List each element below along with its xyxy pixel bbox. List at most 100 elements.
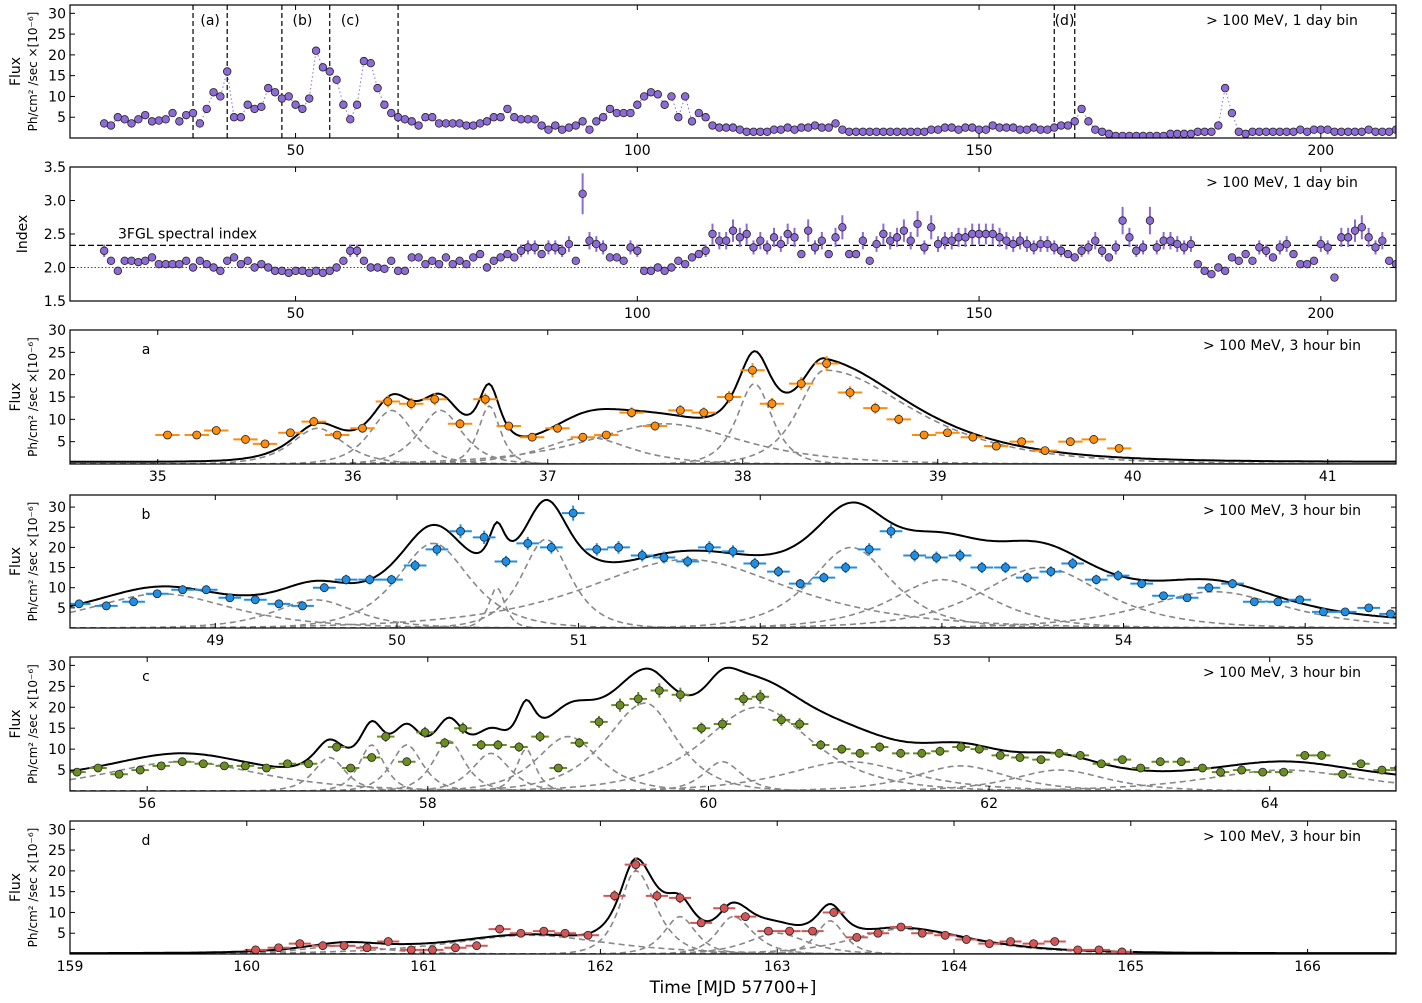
data-point — [1056, 246, 1066, 255]
data-point — [984, 939, 994, 949]
data-point — [262, 763, 271, 773]
data-point — [503, 104, 512, 114]
data-point — [1186, 129, 1196, 138]
x-tick-label: 159 — [57, 959, 84, 975]
flare-component — [70, 409, 1396, 464]
data-point — [380, 264, 389, 274]
y-axis-label: Flux — [8, 547, 24, 576]
data-point — [837, 744, 847, 754]
data-point — [968, 123, 977, 132]
data-point — [1302, 127, 1312, 136]
data-point — [1070, 117, 1079, 126]
data-point — [479, 532, 489, 542]
data-point — [544, 125, 553, 134]
data-point — [1356, 759, 1366, 769]
data-point — [988, 229, 997, 239]
data-point — [659, 553, 669, 562]
data-point — [605, 104, 615, 114]
data-point — [831, 233, 840, 242]
x-tick-label: 161 — [410, 959, 437, 975]
data-point — [298, 601, 307, 611]
model-fit-curve — [70, 666, 1396, 776]
data-point — [430, 394, 440, 404]
data-point — [708, 121, 717, 130]
data-point — [1413, 267, 1421, 275]
y-tick-label: 3.0 — [44, 194, 66, 210]
data-point — [516, 246, 526, 255]
data-point — [1318, 607, 1328, 617]
panel-tag-c: c — [142, 669, 150, 685]
data-point — [1227, 108, 1237, 118]
x-tick-label: 100 — [624, 306, 651, 322]
flare-component — [70, 706, 1396, 791]
data-point — [1386, 609, 1395, 619]
data-point — [277, 94, 287, 103]
data-point — [824, 123, 833, 132]
data-point — [304, 759, 313, 769]
data-point — [472, 941, 482, 951]
data-point — [851, 249, 861, 259]
data-point — [225, 593, 235, 603]
data-point — [1227, 253, 1237, 262]
data-point — [872, 239, 881, 249]
x-tick-label: 163 — [764, 959, 791, 975]
data-point — [808, 926, 817, 936]
data-point — [241, 435, 250, 444]
data-point — [400, 266, 410, 276]
data-point — [906, 236, 915, 245]
data-point — [1193, 259, 1202, 269]
window-label: (b) — [292, 13, 312, 29]
data-point — [332, 430, 342, 440]
data-point — [564, 123, 574, 132]
data-point — [1204, 583, 1214, 593]
data-point — [305, 94, 314, 103]
data-point — [1176, 757, 1186, 767]
plot-area — [70, 350, 1396, 464]
data-point — [147, 253, 157, 262]
data-point — [829, 908, 839, 917]
data-point — [920, 127, 929, 136]
data-point — [188, 108, 198, 118]
data-point — [797, 249, 806, 259]
data-point — [699, 408, 709, 418]
data-point — [482, 117, 492, 126]
data-point — [614, 542, 623, 552]
data-point — [175, 259, 184, 269]
data-point — [790, 125, 799, 134]
data-point — [819, 573, 829, 583]
data-point — [383, 397, 393, 406]
data-point — [796, 379, 806, 389]
x-tick-label: 38 — [734, 469, 752, 485]
data-point — [947, 236, 956, 245]
data-point — [274, 943, 284, 953]
data-point — [380, 100, 389, 109]
x-tick-label: 49 — [206, 633, 224, 649]
data-point — [568, 508, 578, 518]
data-point — [188, 263, 198, 272]
plot-area — [70, 498, 1396, 628]
data-point — [195, 119, 205, 128]
data-point — [493, 740, 503, 750]
data-point — [178, 585, 188, 595]
flare-component — [70, 409, 1396, 464]
x-tick-label: 50 — [388, 633, 406, 649]
data-point — [637, 551, 647, 560]
data-point — [475, 119, 485, 128]
data-point — [366, 58, 375, 68]
data-point — [585, 236, 594, 245]
y-tick-label: 30 — [48, 822, 66, 838]
data-point — [1117, 755, 1127, 764]
data-point — [886, 236, 895, 245]
legend-label: > 100 MeV, 3 hour bin — [1203, 665, 1361, 681]
data-point — [988, 121, 997, 130]
flare-component — [70, 404, 1396, 464]
data-point — [790, 233, 799, 242]
data-point — [1364, 125, 1373, 134]
data-point — [1237, 765, 1247, 775]
plot-area — [70, 173, 1421, 282]
data-point — [858, 236, 868, 245]
data-point — [735, 125, 745, 134]
data-point — [704, 542, 714, 552]
data-point — [236, 259, 246, 269]
